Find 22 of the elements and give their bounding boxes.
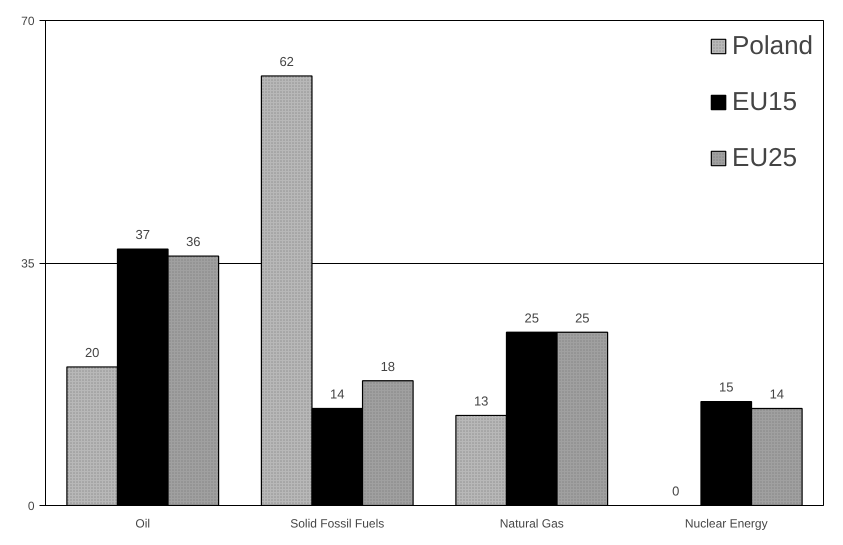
x-tick-label: Natural Gas	[500, 516, 564, 530]
data-label: 18	[380, 358, 396, 374]
y-tick-label: 0	[28, 499, 35, 513]
data-label: 37	[136, 227, 150, 242]
data-label: 14	[770, 386, 784, 402]
y-tick-label: 35	[21, 256, 35, 270]
x-tick-label: Oil	[135, 516, 150, 530]
data-label: 36	[186, 234, 201, 250]
legend-label: EU25	[732, 142, 798, 173]
data-label: 25	[575, 310, 590, 326]
data-label: 15	[719, 380, 734, 395]
legend-label: Poland	[732, 30, 813, 61]
data-label: 62	[279, 54, 294, 69]
data-label: 25	[524, 310, 539, 326]
data-label: 0	[672, 484, 680, 498]
data-label: 20	[84, 344, 100, 360]
x-tick-label: Nuclear Energy	[684, 516, 768, 530]
data-label: 13	[474, 393, 488, 408]
data-label: 14	[330, 386, 344, 402]
y-tick-label: 70	[21, 14, 35, 28]
legend-label: EU15	[732, 86, 798, 117]
x-tick-label: Solid Fossil Fuels	[290, 516, 384, 530]
